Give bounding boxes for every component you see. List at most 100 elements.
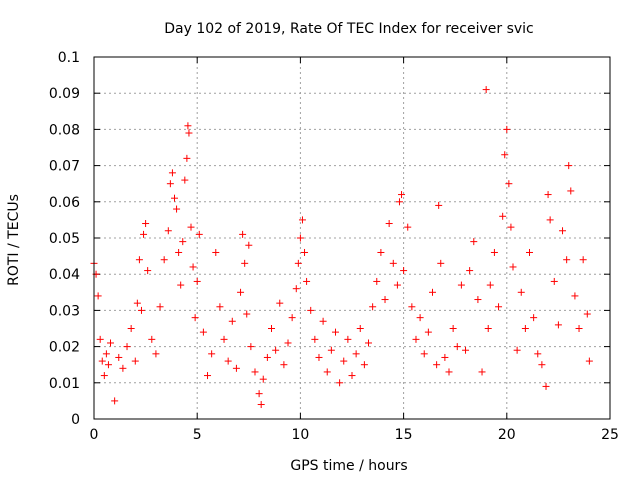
data-point [175,248,183,256]
data-point [441,353,449,361]
data-point [288,314,296,322]
data-point [301,248,309,256]
data-point [428,288,436,296]
data-point [517,288,525,296]
data-point [257,401,265,409]
data-point [559,227,567,235]
data-point [199,328,207,336]
data-point [348,372,356,380]
data-point [365,339,373,347]
data-point [152,350,160,358]
data-point [259,375,267,383]
data-point [164,227,172,235]
data-point [245,241,253,249]
data-point [457,281,465,289]
data-point [437,259,445,267]
data-point [377,248,385,256]
data-point [381,296,389,304]
data-point [168,169,176,177]
y-tick-label: 0 [71,412,80,428]
y-tick-label: 0.03 [49,303,80,319]
data-point [546,216,554,224]
data-point [470,238,478,246]
y-tick-label: 0.05 [49,231,80,247]
data-point [478,368,486,376]
data-point [499,212,507,220]
data-point [583,310,591,318]
data-point [296,234,304,242]
data-points [90,86,593,409]
data-point [385,220,393,228]
data-point [501,151,509,159]
data-point [237,288,245,296]
data-point [166,180,174,188]
x-tick-label: 20 [498,427,516,443]
data-point [94,292,102,300]
data-point [453,343,461,351]
data-point [170,194,178,202]
x-tick-label: 5 [193,427,202,443]
chart-title: Day 102 of 2019, Rate Of TEC Index for r… [164,21,534,37]
data-point [191,314,199,322]
data-point [228,317,236,325]
data-point [579,256,587,264]
data-point [204,372,212,380]
data-point [115,353,123,361]
data-point [408,303,416,311]
axis-ticks: 0 5 10 15 20 25 0 0.01 0.02 0.03 0.04 0.05 0.06 0.07 0… [49,50,619,443]
x-axis-label: GPS time / hours [290,458,407,474]
data-point [340,357,348,365]
data-point [554,321,562,329]
data-point [303,277,311,285]
data-point [239,230,247,238]
data-point [216,303,224,311]
data-point [263,353,271,361]
data-point [323,368,331,376]
data-point [352,350,360,358]
data-point [400,267,408,275]
data-point [119,364,127,372]
data-point [424,328,432,336]
data-point [111,397,119,405]
data-point [360,361,368,369]
data-point [575,325,583,332]
data-point [369,303,377,311]
data-point [280,361,288,369]
data-point [181,176,189,184]
data-point [462,346,470,354]
data-point [232,364,240,372]
data-point [398,191,406,199]
y-axis-label: ROTI / TECUs [6,194,22,286]
data-point [156,303,164,311]
data-point [466,267,474,275]
data-point [220,335,228,343]
data-point [327,346,335,354]
data-point [131,357,139,365]
data-point [389,259,397,267]
data-point [183,154,191,162]
data-point [133,299,141,307]
data-point [102,350,110,358]
y-tick-label: 0.01 [49,376,80,392]
data-point [137,306,145,314]
data-point [135,256,143,264]
data-point [107,339,115,347]
data-point [513,346,521,354]
x-tick-label: 0 [90,427,99,443]
y-tick-label: 0.1 [58,50,80,66]
data-point [224,357,232,365]
data-point [534,350,542,358]
data-point [294,259,302,267]
plot-frame [93,56,611,420]
data-point [565,162,573,170]
data-point [521,325,529,332]
y-tick-label: 0.08 [49,122,80,138]
data-point [542,382,550,390]
data-point [160,256,168,264]
data-point [140,230,148,238]
data-point [185,129,193,137]
data-point [373,277,381,285]
y-tick-label: 0.09 [49,86,80,102]
data-point [189,263,197,271]
